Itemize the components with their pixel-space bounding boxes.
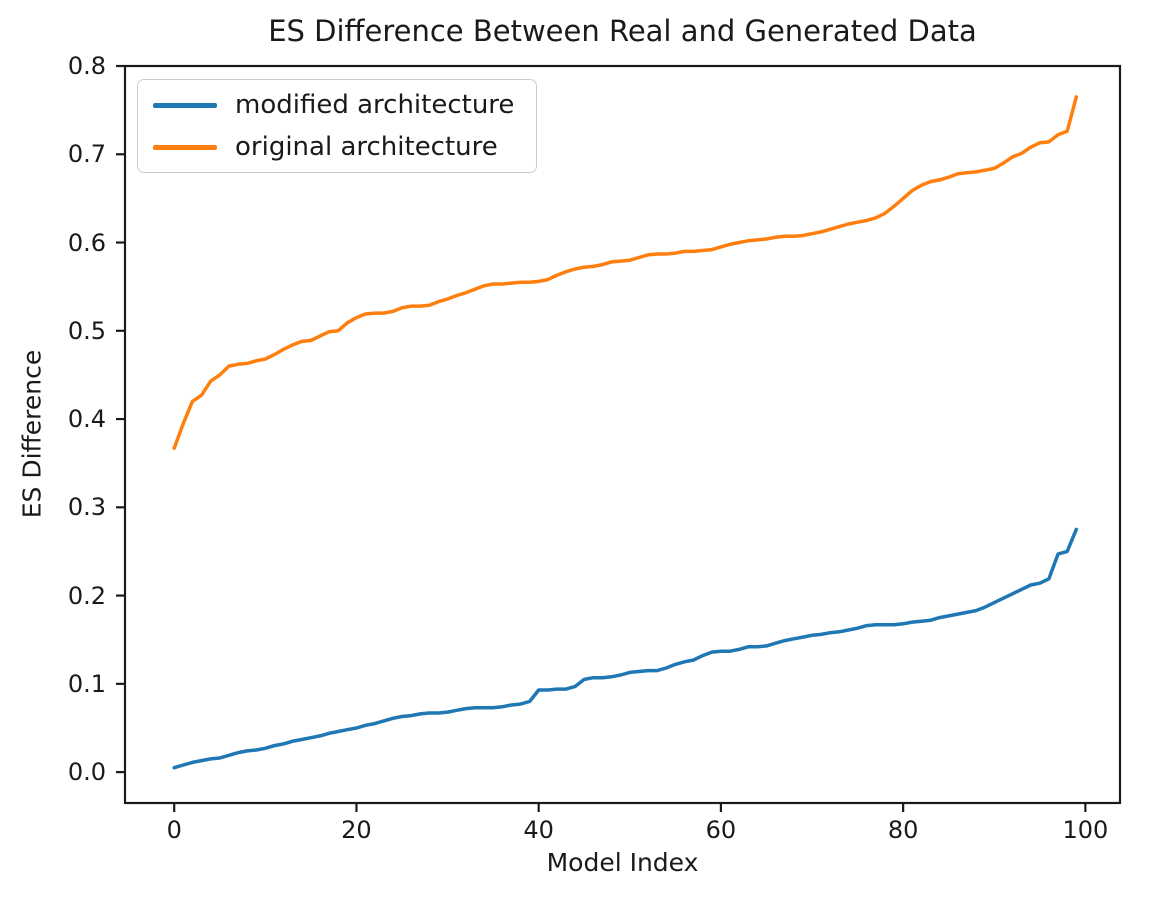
series-line-modified — [172, 527, 1079, 770]
axes-frame — [123, 64, 1122, 805]
x-tick-label: 0 — [166, 816, 182, 844]
chart-title: ES Difference Between Real and Generated… — [268, 14, 977, 48]
y-tick-label: 0.4 — [67, 405, 106, 434]
y-tick-label: 0.7 — [67, 140, 106, 169]
x-tick-label: 100 — [1062, 816, 1109, 844]
y-tick-label: 0.3 — [67, 493, 106, 522]
legend-label-modified: modified architecture — [235, 90, 515, 120]
x-tick-label: 40 — [523, 816, 554, 844]
y-tick-label: 0.0 — [67, 758, 106, 787]
legend: modified architecture original architect… — [137, 79, 538, 173]
legend-item-modified: modified architecture — [153, 92, 514, 118]
y-tick-label: 0.2 — [67, 581, 106, 610]
y-tick-label: 0.6 — [67, 228, 106, 257]
y-tick-label: 0.8 — [67, 52, 106, 80]
y-tick-label: 0.1 — [67, 669, 106, 698]
legend-swatch-modified-icon — [153, 102, 217, 108]
x-tick-label: 80 — [887, 816, 919, 844]
x-axis-label: Model Index — [546, 848, 699, 877]
legend-item-original: original architecture — [153, 134, 514, 160]
y-tick-label: 0.5 — [67, 316, 106, 345]
x-tick-label: 20 — [341, 816, 372, 844]
x-tick-label: 60 — [705, 816, 737, 844]
series-line-original — [172, 95, 1079, 450]
legend-label-original: original architecture — [235, 132, 498, 162]
legend-swatch-original-icon — [153, 144, 217, 150]
